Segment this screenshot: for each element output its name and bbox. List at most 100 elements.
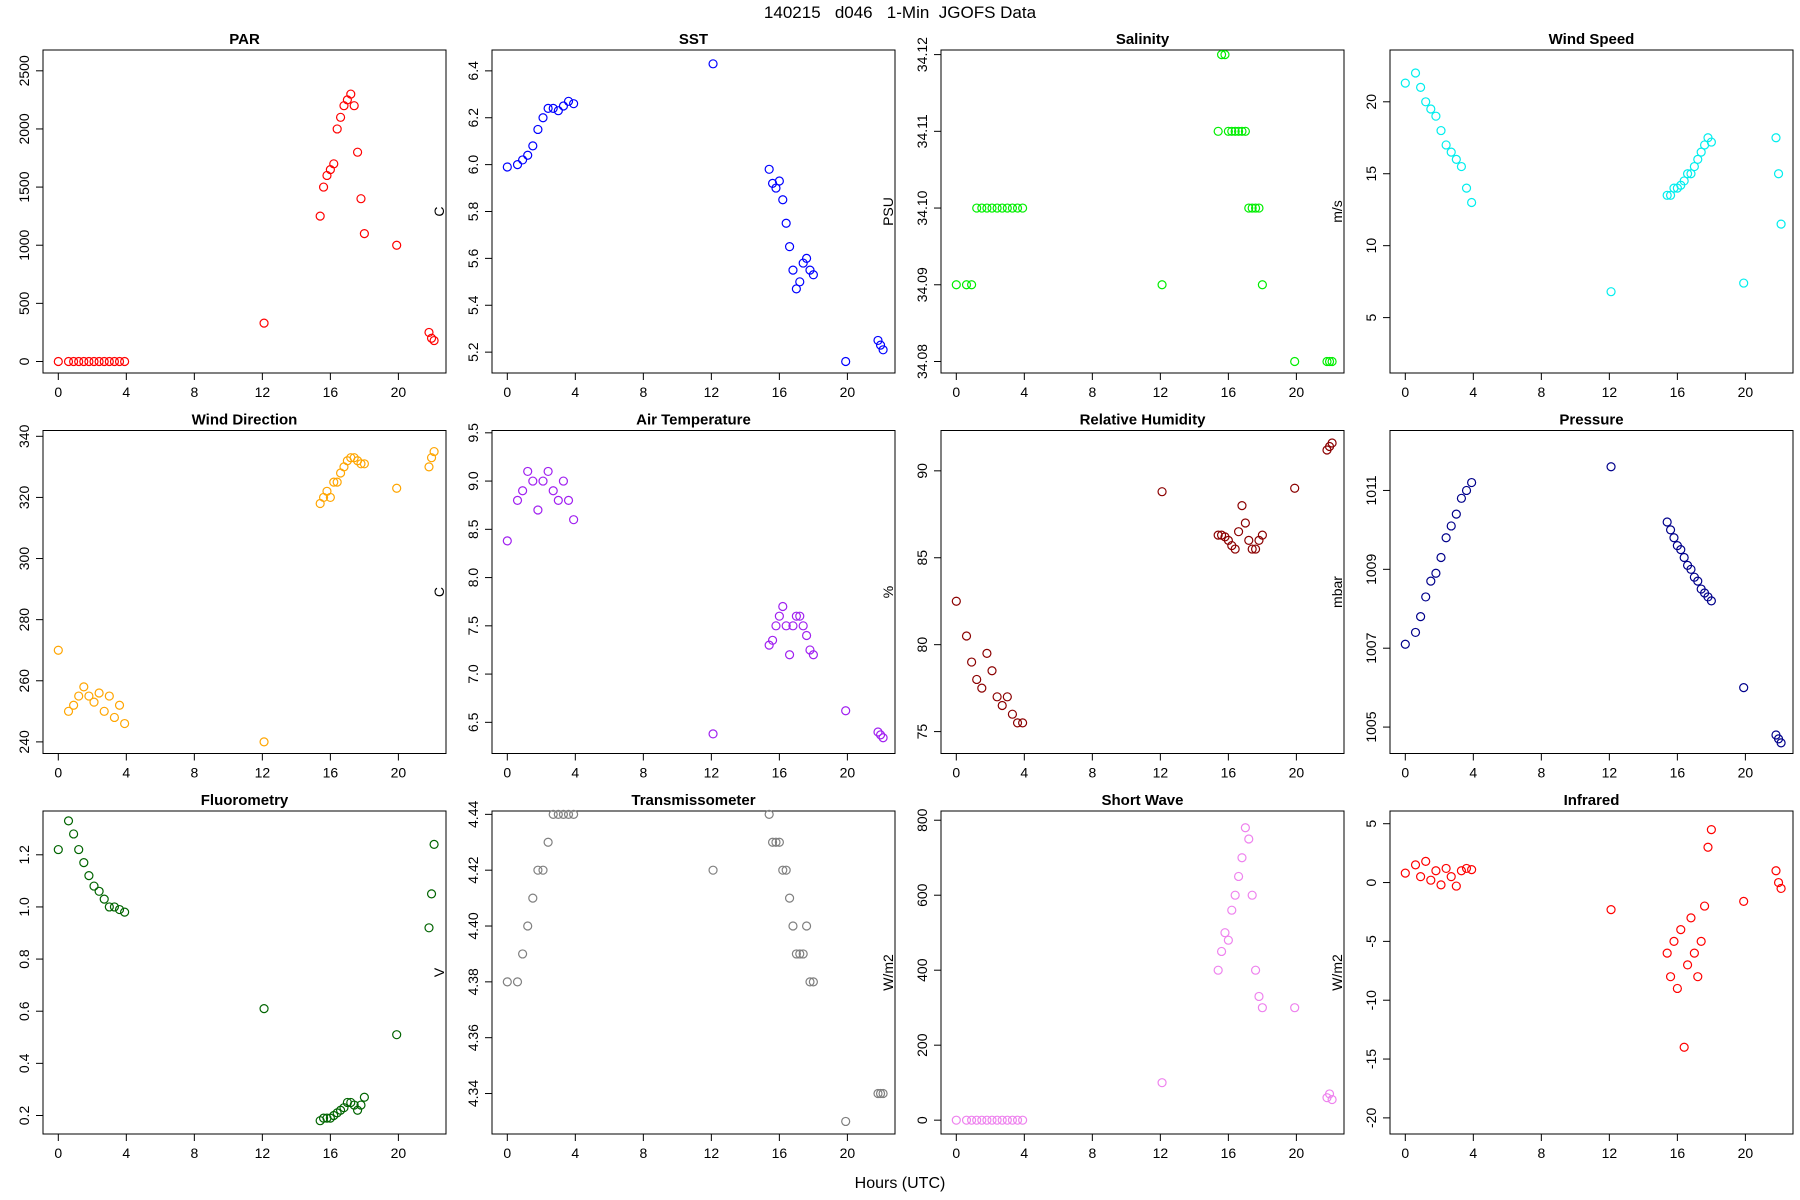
point	[322, 486, 332, 496]
point	[512, 495, 523, 505]
point	[548, 486, 558, 496]
point	[94, 356, 104, 367]
x-tick-label: 4	[1469, 1145, 1477, 1161]
plot-frame	[940, 430, 1345, 754]
y-tick-label: 8.5	[465, 519, 481, 539]
point	[1461, 485, 1472, 496]
point	[1426, 875, 1436, 885]
point	[558, 809, 569, 819]
point	[1012, 718, 1023, 728]
point	[798, 949, 808, 959]
point	[875, 1088, 886, 1099]
point	[791, 611, 801, 621]
point	[114, 904, 125, 915]
point	[512, 977, 523, 987]
point	[1416, 612, 1426, 622]
point	[356, 194, 366, 204]
point	[1216, 50, 1227, 60]
point	[114, 700, 125, 710]
point	[972, 674, 982, 685]
point	[1007, 1115, 1018, 1125]
point	[1416, 82, 1426, 93]
point	[808, 977, 818, 987]
point	[89, 881, 99, 891]
point	[1230, 544, 1240, 554]
point	[1244, 203, 1254, 213]
point	[781, 865, 791, 875]
x-tick-label: 20	[840, 1145, 856, 1161]
y-tick-label: 34.10	[914, 190, 930, 225]
point	[538, 476, 548, 486]
point	[1773, 877, 1784, 888]
point	[1216, 946, 1227, 957]
y-tick-label: 5	[1363, 820, 1379, 828]
plot-frame	[940, 810, 1345, 1135]
point	[1400, 78, 1410, 88]
point	[873, 727, 883, 737]
point	[1706, 137, 1716, 147]
x-tick-label: 0	[1401, 384, 1409, 400]
x-tick-label: 16	[1221, 384, 1237, 400]
point	[318, 1113, 329, 1123]
point	[781, 621, 791, 631]
point	[63, 706, 74, 716]
point	[951, 280, 961, 290]
point	[1227, 126, 1237, 136]
point	[1421, 592, 1431, 602]
point	[1451, 509, 1461, 519]
point	[1669, 936, 1679, 946]
point	[951, 596, 961, 606]
point	[569, 809, 579, 819]
point	[878, 345, 888, 355]
point	[841, 356, 851, 367]
y-tick-label: 6.0	[465, 155, 481, 175]
point	[1290, 483, 1300, 493]
point	[1240, 126, 1250, 136]
x-tick-label: 20	[1289, 384, 1305, 400]
point	[528, 893, 538, 903]
point	[359, 459, 369, 469]
point	[1436, 125, 1446, 136]
point	[1018, 203, 1028, 213]
point	[104, 691, 114, 701]
x-tick-label: 4	[1469, 384, 1477, 400]
x-tick-label: 20	[1738, 765, 1754, 781]
point	[972, 203, 982, 213]
point	[84, 356, 94, 367]
point	[972, 1115, 982, 1125]
x-tick-label: 16	[772, 1145, 788, 1161]
point	[1012, 1115, 1023, 1125]
point	[967, 1115, 977, 1125]
x-tick-label: 12	[1602, 1145, 1618, 1161]
x-tick-label: 8	[1537, 765, 1545, 781]
point	[1012, 203, 1023, 213]
point	[1693, 576, 1703, 586]
point	[89, 697, 99, 707]
plot-frame	[491, 430, 896, 754]
point	[977, 1115, 987, 1125]
y-tick-label: 500	[16, 291, 32, 315]
point	[1446, 521, 1456, 531]
point	[63, 356, 74, 367]
x-tick-label: 16	[1670, 765, 1686, 781]
point	[1237, 501, 1247, 511]
x-tick-label: 12	[1153, 765, 1169, 781]
x-tick-label: 0	[503, 1145, 511, 1161]
y-axis-label: mbar	[1329, 576, 1345, 608]
x-tick-label: 8	[190, 765, 198, 781]
point	[1436, 880, 1446, 890]
point	[1233, 126, 1244, 136]
y-tick-label: 5.6	[465, 248, 481, 268]
point	[1662, 190, 1672, 200]
point	[1421, 97, 1431, 107]
y-tick-label: 0	[1363, 878, 1379, 886]
x-tick-label: 8	[1088, 1145, 1096, 1161]
point	[764, 164, 774, 174]
x-tick-label: 0	[503, 765, 511, 781]
point	[84, 691, 94, 701]
point	[1686, 564, 1696, 574]
point	[426, 333, 437, 343]
plot-frame	[1389, 810, 1794, 1135]
point	[553, 495, 563, 505]
